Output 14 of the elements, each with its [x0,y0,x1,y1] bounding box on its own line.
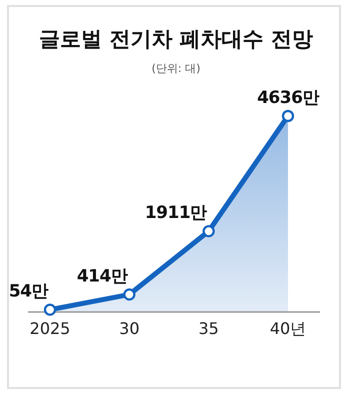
point [123,288,136,301]
point [282,110,294,122]
data-label: 54만 [8,282,48,302]
data-label: 414만 [76,266,128,286]
chart-subtitle: (단위: 대) [152,62,200,75]
x-tick-label: 30 [119,319,140,338]
x-tick-label: 35 [198,319,219,338]
x-tick-label: 2025 [30,319,70,338]
point [44,304,56,316]
x-tick-label: 40년 [270,319,306,338]
data-label: 1911만 [144,203,208,224]
point [202,225,215,238]
data-label: 4636만 [257,88,320,108]
chart-title: 글로벌 전기차 폐차대수 전망 [39,27,313,51]
